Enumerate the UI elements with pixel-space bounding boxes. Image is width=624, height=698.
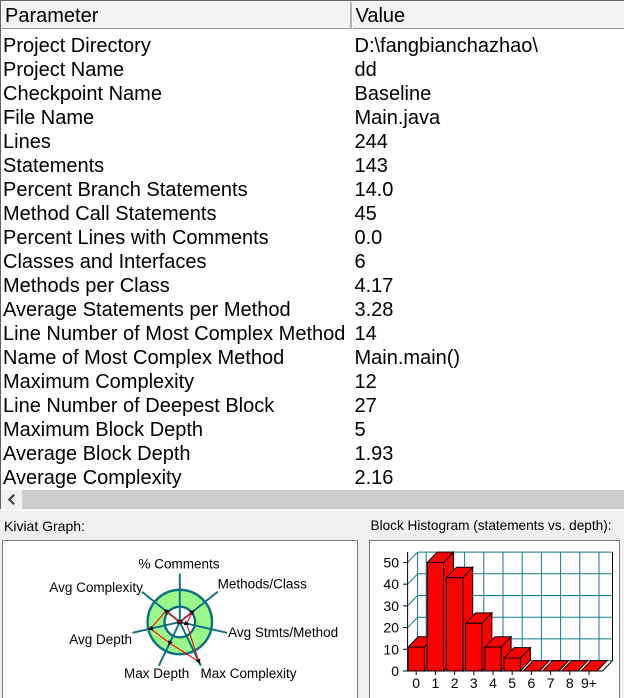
svg-text:5: 5 bbox=[508, 675, 516, 691]
svg-text:1: 1 bbox=[432, 675, 440, 691]
svg-text:Max Complexity: Max Complexity bbox=[201, 666, 297, 681]
svg-text:30: 30 bbox=[383, 598, 399, 614]
svg-text:Avg Depth: Avg Depth bbox=[69, 632, 132, 647]
svg-text:0: 0 bbox=[391, 663, 399, 679]
svg-text:6: 6 bbox=[528, 675, 536, 691]
svg-text:7: 7 bbox=[547, 675, 555, 691]
svg-text:Methods/Class: Methods/Class bbox=[218, 577, 308, 592]
svg-text:3: 3 bbox=[470, 675, 478, 691]
svg-text:Avg Stmts/Method: Avg Stmts/Method bbox=[228, 625, 338, 640]
svg-text:4: 4 bbox=[489, 675, 497, 691]
svg-text:2: 2 bbox=[451, 675, 459, 691]
svg-text:10: 10 bbox=[383, 641, 399, 657]
svg-text:Avg Complexity: Avg Complexity bbox=[49, 580, 143, 595]
svg-text:40: 40 bbox=[383, 576, 399, 592]
svg-text:8: 8 bbox=[566, 675, 574, 691]
svg-text:20: 20 bbox=[383, 620, 399, 636]
svg-text:0: 0 bbox=[412, 675, 420, 691]
svg-text:50: 50 bbox=[383, 555, 399, 571]
svg-text:9+: 9+ bbox=[581, 675, 597, 691]
svg-text:Max Depth: Max Depth bbox=[124, 666, 189, 681]
svg-text:% Comments: % Comments bbox=[139, 557, 220, 572]
